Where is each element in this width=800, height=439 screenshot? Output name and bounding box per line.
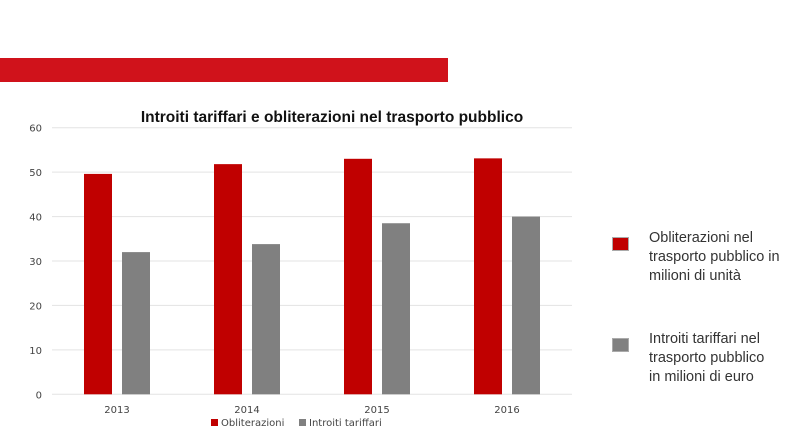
- legend-label: Obliterazioni: [221, 418, 284, 429]
- bar-introiti-2014: [252, 244, 280, 395]
- y-tick-label: 0: [36, 390, 42, 401]
- bar-obliterazioni-2016: [474, 158, 502, 395]
- y-tick-label: 30: [29, 257, 42, 268]
- y-tick-label: 20: [29, 301, 42, 312]
- legend-swatch: [299, 419, 306, 426]
- x-tick-label: 2016: [494, 405, 519, 416]
- bar-introiti-2015: [382, 223, 410, 395]
- y-tick-label: 40: [29, 213, 42, 224]
- legend-swatch-red: [612, 237, 629, 251]
- bar-obliterazioni-2014: [214, 164, 242, 395]
- x-tick-label: 2015: [364, 405, 389, 416]
- x-tick-label: 2013: [104, 405, 129, 416]
- legend-swatch-gray: [612, 338, 629, 352]
- legend-line: trasporto pubblico: [649, 350, 765, 366]
- legend-line: trasporto pubblico in: [649, 249, 780, 265]
- legend-line: Introiti tariffari nel: [649, 331, 760, 347]
- y-tick-label: 60: [29, 124, 42, 135]
- bar-introiti-2016: [512, 216, 540, 395]
- legend-line: milioni di unità: [649, 268, 741, 284]
- bar-obliterazioni-2013: [84, 173, 112, 395]
- red-header-band: [0, 58, 448, 82]
- legend-swatch: [211, 419, 218, 426]
- legend-line: in milioni di euro: [649, 369, 754, 385]
- bar-introiti-2013: [122, 252, 150, 395]
- legend-line: Obliterazioni nel: [649, 230, 753, 246]
- legend-label: Introiti tariffari: [309, 418, 382, 429]
- y-tick-label: 10: [29, 346, 42, 357]
- y-tick-label: 50: [29, 168, 42, 179]
- chart-title: Introiti tariffari e obliterazioni nel t…: [141, 109, 523, 126]
- bar-obliterazioni-2015: [344, 158, 372, 395]
- x-tick-label: 2014: [234, 405, 259, 416]
